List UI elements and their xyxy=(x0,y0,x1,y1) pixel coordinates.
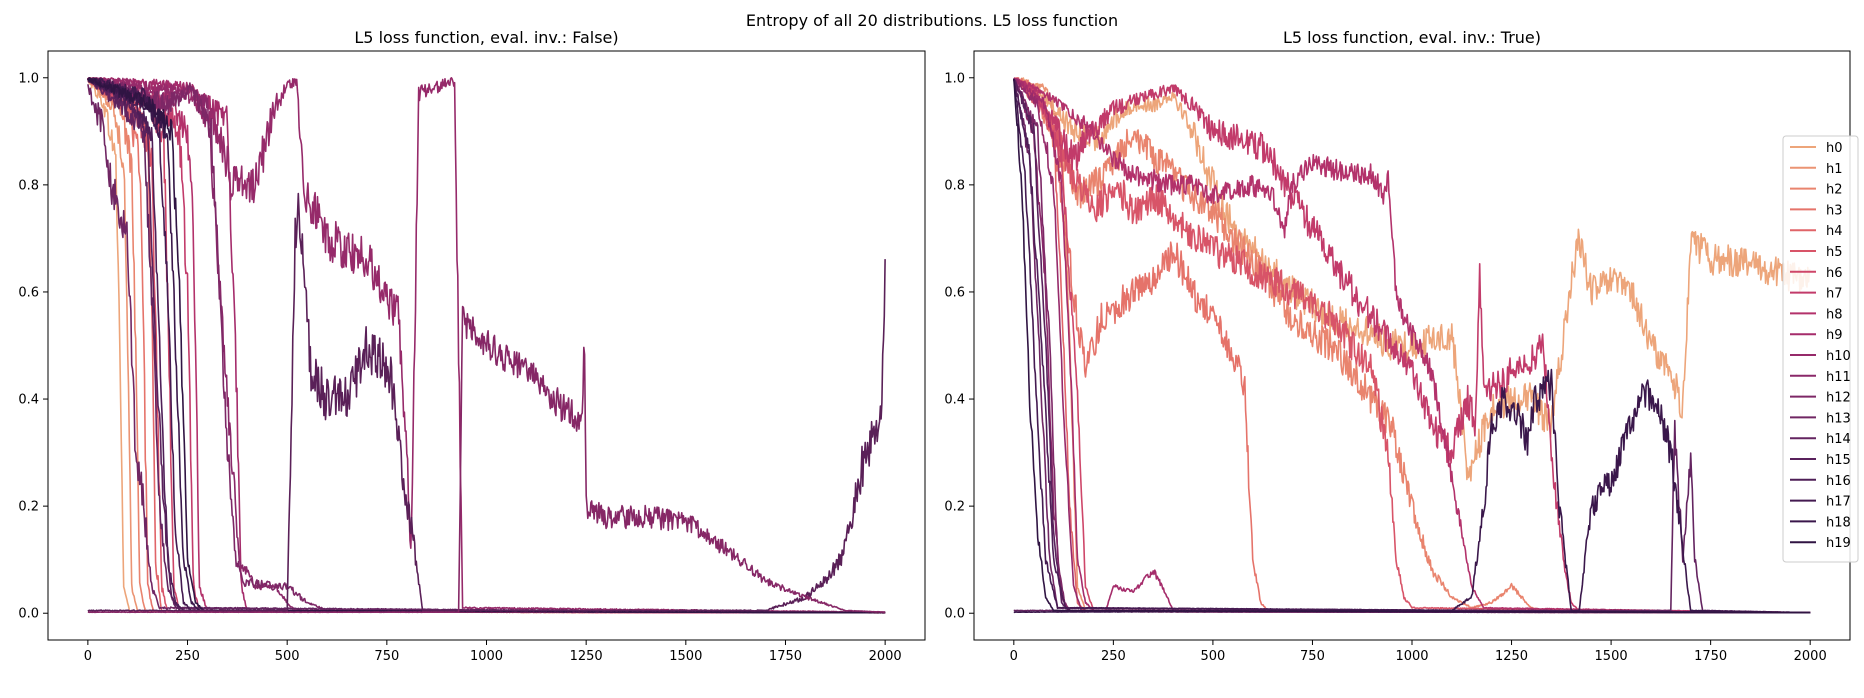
legend-box xyxy=(1782,135,1859,563)
right-x-tick-label: 500 xyxy=(1200,649,1225,664)
right-y-tick-label: 0.2 xyxy=(944,500,965,515)
left-x-tick-label: 0 xyxy=(84,649,92,664)
figure-suptitle: Entropy of all 20 distributions. L5 loss… xyxy=(746,11,1118,30)
right-plot-ticks: 0 250 500 750 1000 1250 1500 1750 2000 0.0 0.2 0.4 0… xyxy=(944,71,1826,664)
right-series-line-h0 xyxy=(1013,77,1811,482)
left-x-tick-label: 750 xyxy=(374,649,399,664)
legend-label-h1: h1 xyxy=(1826,162,1843,177)
left-x-tick-label: 2000 xyxy=(869,649,902,664)
right-y-tick-label: 0.6 xyxy=(944,285,965,300)
right-plot-legend: h0 h1 h2 h3 h4 h5 h6 h7 h8 h9 h10 h11 h12 h13 h14 h15 h1… xyxy=(1782,135,1859,563)
legend-label-h6: h6 xyxy=(1826,266,1843,281)
legend-label-h0: h0 xyxy=(1826,141,1843,156)
legend-label-h18: h18 xyxy=(1826,515,1851,530)
legend-label-h4: h4 xyxy=(1826,224,1843,239)
legend-label-h10: h10 xyxy=(1826,349,1851,364)
legend-label-h13: h13 xyxy=(1826,411,1851,426)
left-plot-title: L5 loss function, eval. inv.: False) xyxy=(354,28,618,47)
right-x-tick-label: 1250 xyxy=(1495,649,1528,664)
right-y-tick-label: 0.0 xyxy=(944,607,965,622)
left-x-tick-label: 500 xyxy=(275,649,300,664)
legend-label-h8: h8 xyxy=(1826,307,1843,322)
right-x-tick-label: 2000 xyxy=(1794,649,1827,664)
left-y-tick-label: 0.4 xyxy=(18,393,39,408)
legend-label-h9: h9 xyxy=(1826,328,1843,343)
legend-label-h15: h15 xyxy=(1826,453,1851,468)
left-y-tick-label: 0.2 xyxy=(18,500,39,515)
right-series-line-h19 xyxy=(1013,78,1811,614)
right-x-tick-label: 1000 xyxy=(1395,649,1428,664)
legend-label-h5: h5 xyxy=(1826,245,1843,260)
left-plot-ticks: 0 250 500 750 1000 1250 1500 1750 2000 0.0 0.2 0.4 0… xyxy=(18,71,901,664)
left-y-tick-label: 1.0 xyxy=(18,71,39,86)
right-plot-panel: L5 loss function, eval. inv.: True) 0 250… xyxy=(944,28,1859,664)
left-plot-panel: L5 loss function, eval. inv.: False) 0 25… xyxy=(18,28,926,664)
right-x-tick-label: 0 xyxy=(1010,649,1018,664)
left-series-line-h10b xyxy=(87,305,886,614)
legend-label-h2: h2 xyxy=(1826,183,1843,198)
right-plot-lines xyxy=(1013,77,1811,614)
legend-label-h16: h16 xyxy=(1826,474,1851,489)
legend-label-h12: h12 xyxy=(1826,391,1851,406)
left-x-tick-label: 1000 xyxy=(470,649,503,664)
right-series-line-h8 xyxy=(1013,77,1811,614)
right-x-tick-label: 1750 xyxy=(1694,649,1727,664)
left-y-tick-label: 0.8 xyxy=(18,178,39,193)
legend-label-h17: h17 xyxy=(1826,495,1851,510)
right-y-tick-label: 0.4 xyxy=(944,393,965,408)
left-x-tick-label: 1750 xyxy=(769,649,802,664)
left-plot-lines xyxy=(87,77,886,614)
right-x-tick-label: 750 xyxy=(1300,649,1325,664)
right-y-tick-label: 1.0 xyxy=(944,71,965,86)
left-x-tick-label: 1250 xyxy=(570,649,603,664)
right-y-tick-label: 0.8 xyxy=(944,178,965,193)
legend-label-h3: h3 xyxy=(1826,203,1843,218)
left-series-line-h9b xyxy=(87,192,886,612)
legend-label-h11: h11 xyxy=(1826,370,1851,385)
legend-label-h19: h19 xyxy=(1826,536,1851,551)
legend-label-h14: h14 xyxy=(1826,432,1851,447)
left-plot-frame xyxy=(47,50,926,641)
right-plot-title: L5 loss function, eval. inv.: True) xyxy=(1283,28,1541,47)
left-y-tick-label: 0.0 xyxy=(18,607,39,622)
left-x-tick-label: 250 xyxy=(175,649,200,664)
right-x-tick-label: 1500 xyxy=(1595,649,1628,664)
left-y-tick-label: 0.6 xyxy=(18,285,39,300)
legend-label-h7: h7 xyxy=(1826,287,1843,302)
right-x-tick-label: 250 xyxy=(1101,649,1126,664)
left-x-tick-label: 1500 xyxy=(669,649,702,664)
